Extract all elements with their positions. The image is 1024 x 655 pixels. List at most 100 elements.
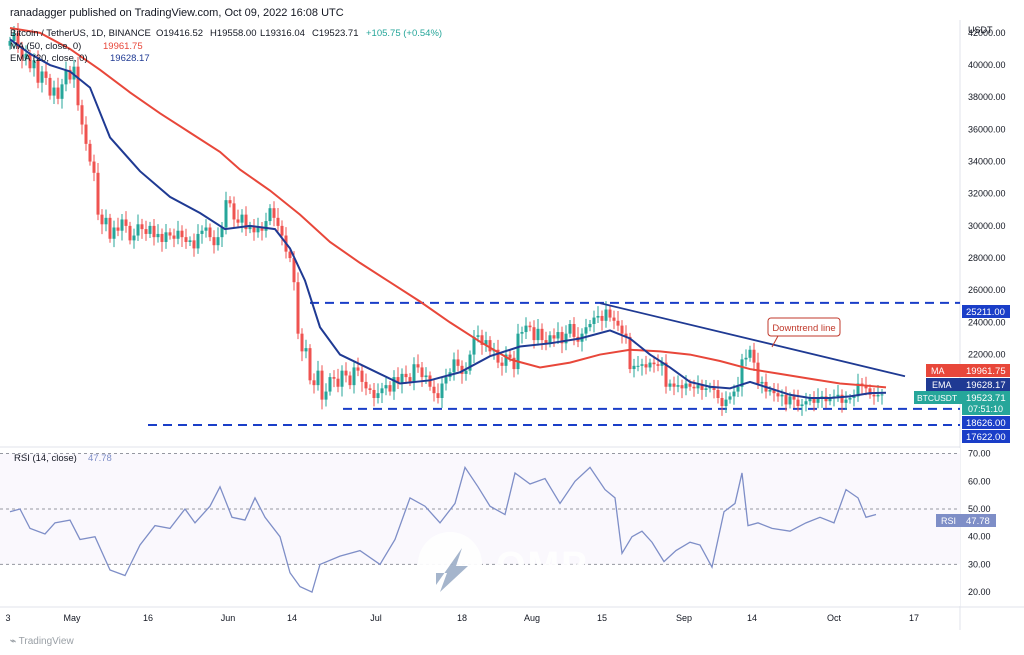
candle-body (224, 200, 228, 228)
candle-body (156, 233, 160, 238)
price-tick-label: 38000.00 (968, 92, 1006, 102)
candle-body (60, 84, 64, 99)
ohlc-low: L19316.04 (260, 28, 305, 39)
time-tick-label: 15 (597, 613, 607, 623)
candle-body (384, 385, 388, 389)
rsi-axis: 70.00 60.00 50.00 40.00 30.00 20.00 (968, 449, 991, 598)
candle-body (568, 324, 572, 334)
candle-body (408, 377, 412, 382)
downtrend-annotation: Downtrend line (767, 317, 841, 348)
candle-body (144, 229, 148, 234)
candle-body (548, 335, 552, 344)
candle-body (480, 335, 484, 345)
rsi-pane[interactable]: RSI (14, close) 47.78 70.00 60.00 50.00 40.… (0, 448, 996, 606)
tradingview-footer[interactable]: ⌁ TradingView (10, 636, 74, 647)
candle-body (700, 385, 704, 390)
time-tick-label: Oct (827, 613, 842, 623)
candle-body (172, 235, 176, 239)
candle-body (868, 388, 872, 395)
candle-body (160, 233, 164, 242)
time-tick-label: Aug (524, 613, 540, 623)
candle-body (592, 317, 596, 325)
rsi-tick-label: 70.00 (968, 449, 991, 459)
svg-text:+105.75 (+0.54%): +105.75 (+0.54%) (366, 28, 442, 39)
candle-body (56, 87, 60, 99)
tag-support-2: 17622.00 (966, 432, 1006, 443)
candle-body (424, 375, 428, 378)
chart-legend: Bitcoin / TetherUS, 1D, BINANCE O19416.5… (10, 28, 442, 64)
tradingview-logo-icon: ⌁ (10, 636, 17, 647)
candle-body (300, 333, 304, 352)
candle-body (20, 47, 24, 59)
candle-body (476, 335, 480, 337)
downtrend-label: Downtrend line (772, 323, 835, 334)
price-tick-label: 34000.00 (968, 157, 1006, 167)
time-tick-label: 3 (5, 613, 10, 623)
candle-body (256, 227, 260, 233)
candle-body (264, 221, 268, 231)
candle-body (212, 237, 216, 246)
candle-body (84, 124, 88, 144)
price-tick-label: 28000.00 (968, 253, 1006, 263)
candle-body (268, 208, 272, 222)
candle-body (8, 40, 12, 46)
candle-body (316, 370, 320, 386)
candle-body (748, 349, 752, 358)
candle-body (552, 335, 556, 339)
ohlc-open: O19416.52 (156, 28, 203, 39)
candle-body (260, 227, 264, 231)
candle-body (672, 383, 676, 387)
price-tags: 25211.00 MA 19961.75 EMA 19628.17 BTCUSD… (914, 305, 1010, 443)
rsi-tick-label: 30.00 (968, 559, 991, 569)
candle-body (452, 359, 456, 373)
candle-body (540, 328, 544, 341)
price-pane[interactable] (0, 20, 960, 435)
candle-body (116, 227, 120, 231)
candle-body (608, 309, 612, 318)
candle-body (16, 32, 20, 48)
currency-label: USDT (968, 25, 993, 35)
candle-body (636, 365, 640, 367)
svg-text:EMA (20, close, 0): EMA (20, close, 0) (10, 53, 88, 64)
candle-body (516, 333, 520, 370)
candle-body (120, 219, 124, 231)
candle-body (328, 377, 332, 392)
candle-body (232, 203, 236, 220)
candle-body (752, 349, 756, 363)
candle-body (216, 237, 220, 246)
svg-text:RSI (14, close): RSI (14, close) (14, 453, 77, 464)
candle-body (72, 66, 76, 80)
candle-body (32, 60, 36, 69)
candle-body (572, 324, 576, 337)
price-tick-label: 42000.00 (968, 28, 1006, 38)
candle-body (436, 393, 440, 399)
candle-body (296, 282, 300, 334)
svg-text:47.78: 47.78 (88, 453, 112, 464)
price-tick-label: 32000.00 (968, 189, 1006, 199)
candle-body (704, 388, 708, 390)
candle-body (736, 386, 740, 392)
candle-body (272, 208, 276, 218)
time-axis: 3 May 16 Jun 14 Jul 18 Aug 15 Sep 14 Oct 17 (5, 613, 919, 623)
candle-body (632, 365, 636, 370)
candle-body (228, 200, 232, 204)
candle-body (240, 214, 244, 223)
candle-body (500, 362, 504, 366)
svg-text:C19523.71: C19523.71 (312, 28, 358, 39)
candle-body (484, 340, 488, 345)
candle-body (24, 53, 28, 59)
candle-body (204, 227, 208, 231)
tag-ema-name: EMA (932, 380, 952, 390)
candle-body (208, 227, 212, 238)
publish-credit: ranadagger published on TradingView.com,… (10, 7, 344, 19)
candle-body (336, 378, 340, 387)
candle-body (280, 225, 284, 236)
ema-legend-label: EMA (20, close, 0) (10, 53, 88, 64)
candle-body (412, 364, 416, 382)
price-tick-label: 24000.00 (968, 317, 1006, 327)
candle-body (440, 383, 444, 399)
candle-body (784, 394, 788, 405)
svg-text:Bitcoin / TetherUS, 1D, BINANC: Bitcoin / TetherUS, 1D, BINANCE (10, 28, 151, 39)
candle-body (48, 77, 52, 96)
